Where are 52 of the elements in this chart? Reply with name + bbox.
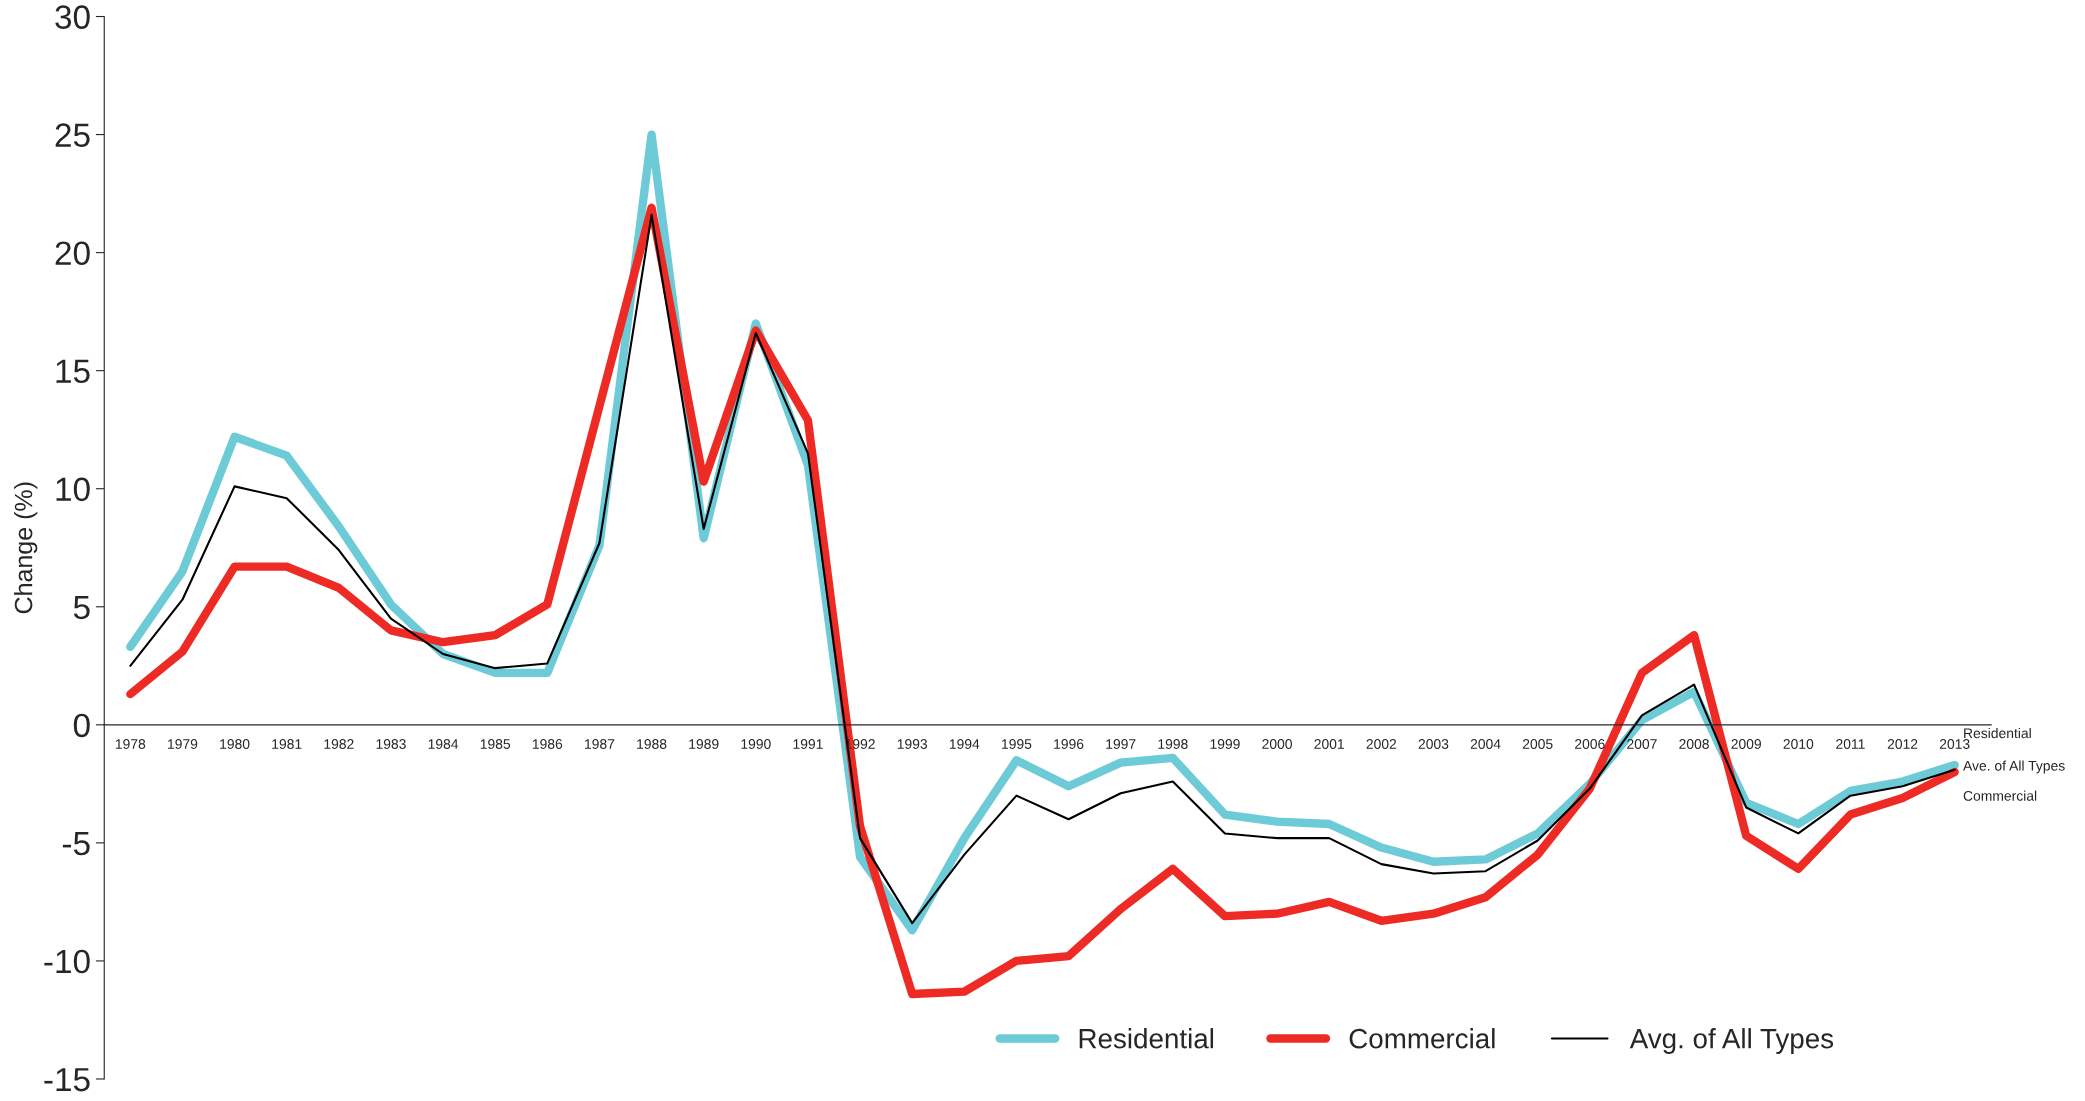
legend-label: Residential <box>1079 1028 1214 1049</box>
x-tick-label: 1997 <box>1106 739 1136 749</box>
x-tick-label: 1984 <box>428 739 459 749</box>
x-tick-label: 2002 <box>1366 739 1397 749</box>
x-tick-label: 1979 <box>168 739 198 749</box>
legend-label: Avg. of All Types <box>1629 1028 1834 1054</box>
y-tick-label: 20 <box>55 241 90 266</box>
x-tick-label: 1993 <box>897 739 928 749</box>
y-tick-label: 25 <box>55 123 90 147</box>
x-tick-label: 2000 <box>1262 739 1292 749</box>
x-tick-label: 1985 <box>480 739 511 749</box>
x-tick-label: 1982 <box>324 739 354 749</box>
x-tick-label: 1981 <box>272 739 302 749</box>
x-tick-label: 2005 <box>1522 739 1553 749</box>
x-tick-label: 2008 <box>1679 739 1709 749</box>
annotation: Residential <box>1964 727 2031 739</box>
x-tick-label: 2012 <box>1887 739 1918 749</box>
x-tick-label: 1999 <box>1210 739 1240 749</box>
x-tick-label: 2006 <box>1575 739 1605 749</box>
x-tick-label: 1994 <box>949 739 980 749</box>
x-tick-label: 1986 <box>532 739 563 749</box>
x-tick-label: 1996 <box>1054 739 1084 749</box>
x-tick-label: 2001 <box>1314 739 1344 749</box>
x-tick-label: 2007 <box>1627 739 1657 749</box>
x-tick-label: 1990 <box>741 739 771 749</box>
x-tick-label: 1988 <box>637 739 667 749</box>
x-tick-label: 2010 <box>1783 739 1814 749</box>
x-tick-label: 1980 <box>220 739 250 749</box>
x-tick-label: 1987 <box>585 739 615 749</box>
x-tick-label: 2011 <box>1836 739 1865 749</box>
y-tick-label: 5 <box>73 595 90 620</box>
x-tick-label: 2004 <box>1470 739 1501 749</box>
x-tick-label: 1998 <box>1158 739 1188 749</box>
x-tick-label: 1989 <box>689 739 719 749</box>
annotation: Commercial <box>1963 790 2037 801</box>
y-tick-label: -15 <box>44 1068 90 1092</box>
x-tick-label: 2003 <box>1418 739 1449 749</box>
x-tick-label: 1995 <box>1002 739 1032 749</box>
y-tick-label: 0 <box>73 713 90 738</box>
y-tick-label: 30 <box>55 5 90 29</box>
y-tick-label: -10 <box>44 949 90 974</box>
y-tick-label: 10 <box>56 477 90 502</box>
x-tick-label: 1983 <box>376 739 406 749</box>
x-tick-label: 1991 <box>793 739 823 749</box>
annotation: Ave. of All Types <box>1963 760 2065 774</box>
x-tick-label: 2013 <box>1939 739 1970 749</box>
y-tick-label: -5 <box>62 832 90 856</box>
x-tick-label: 2009 <box>1731 739 1761 749</box>
y-axis-title: Change (%) <box>14 482 38 614</box>
x-tick-label: 1978 <box>115 739 146 749</box>
legend-label: Commercial <box>1349 1028 1495 1049</box>
y-tick-label: 15 <box>56 359 90 384</box>
